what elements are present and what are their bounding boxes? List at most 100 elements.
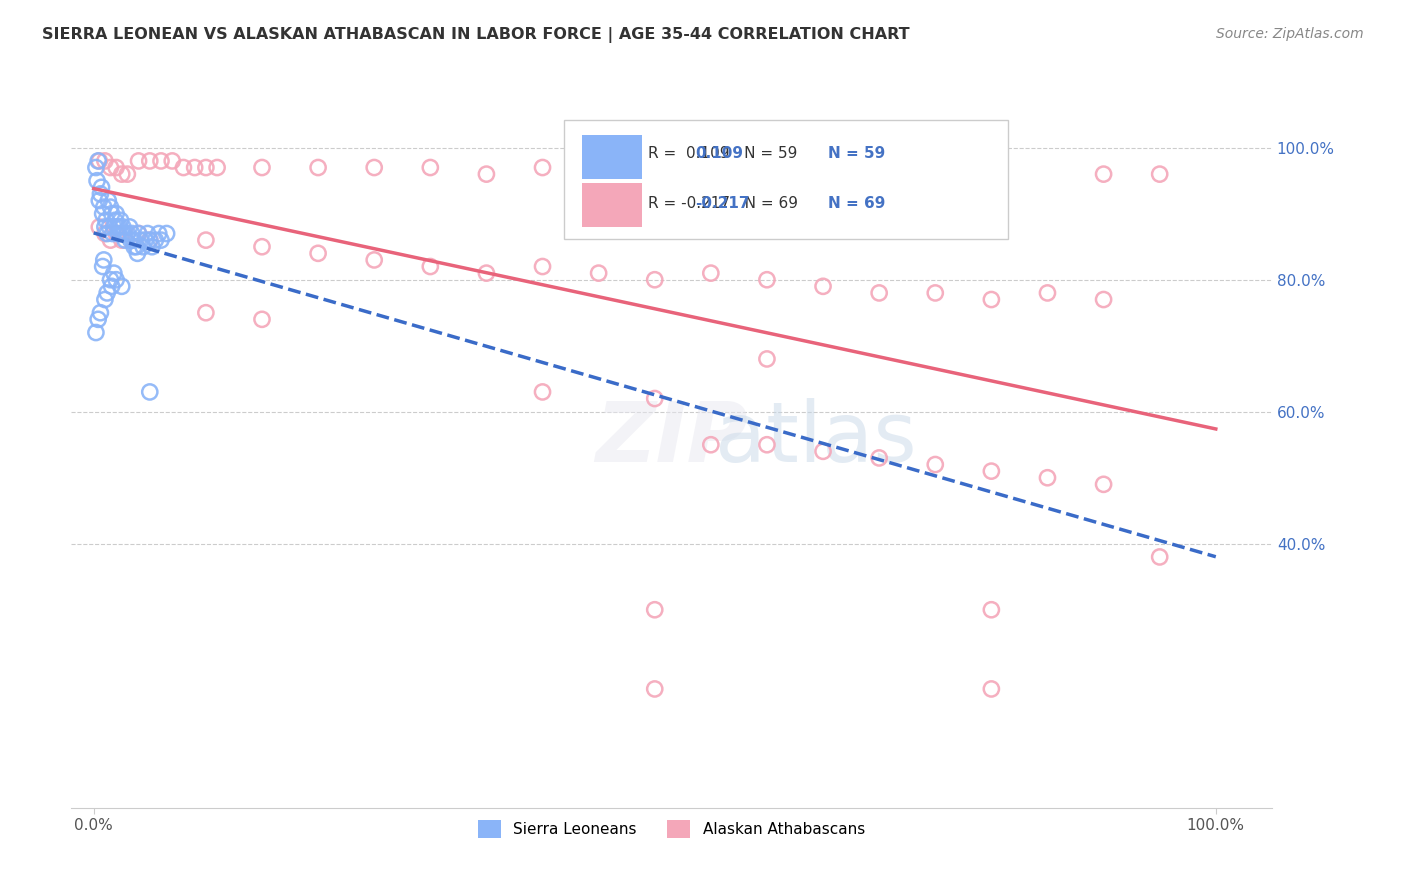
Point xyxy=(111,227,134,241)
Point xyxy=(700,438,723,452)
Point xyxy=(111,279,134,293)
Point xyxy=(1092,293,1115,307)
Point xyxy=(93,252,115,267)
Point xyxy=(94,227,117,241)
Point xyxy=(105,161,128,175)
Point xyxy=(1149,167,1171,181)
Point xyxy=(103,219,125,234)
Point xyxy=(89,306,111,320)
Point xyxy=(980,603,1002,617)
Point xyxy=(172,161,194,175)
Point xyxy=(160,153,183,168)
Point xyxy=(868,285,890,300)
Point xyxy=(811,279,834,293)
Point xyxy=(100,161,122,175)
Point xyxy=(194,306,217,320)
Point xyxy=(87,153,110,168)
Point xyxy=(89,219,111,234)
Point xyxy=(105,207,128,221)
Point xyxy=(644,207,666,221)
Point xyxy=(94,153,117,168)
Point xyxy=(97,194,120,208)
FancyBboxPatch shape xyxy=(582,135,641,179)
Point xyxy=(924,458,946,472)
Point xyxy=(139,233,162,247)
Point xyxy=(980,293,1002,307)
Point xyxy=(112,227,135,241)
Point xyxy=(103,266,125,280)
Text: R = -0.217   N = 69: R = -0.217 N = 69 xyxy=(648,195,797,211)
Point xyxy=(128,227,150,241)
Point xyxy=(755,161,778,175)
Point xyxy=(183,161,205,175)
FancyBboxPatch shape xyxy=(582,183,641,227)
Point xyxy=(129,233,152,247)
Point xyxy=(139,384,162,399)
Point xyxy=(755,273,778,287)
Point xyxy=(98,219,121,234)
Point xyxy=(122,233,145,247)
Point xyxy=(475,266,498,280)
Point xyxy=(107,227,129,241)
Point xyxy=(1092,477,1115,491)
Point xyxy=(980,464,1002,478)
Point xyxy=(90,180,112,194)
Point xyxy=(101,227,124,241)
Point xyxy=(94,213,117,227)
Point xyxy=(96,227,118,241)
Point xyxy=(141,240,163,254)
Point xyxy=(307,246,329,260)
Point xyxy=(136,227,159,241)
Point xyxy=(120,233,142,247)
Point xyxy=(84,326,107,340)
Point xyxy=(110,213,132,227)
Point xyxy=(127,246,149,260)
Legend: Sierra Leoneans, Alaskan Athabascans: Sierra Leoneans, Alaskan Athabascans xyxy=(472,814,870,845)
Point xyxy=(1036,471,1059,485)
Point xyxy=(121,227,143,241)
Text: SIERRA LEONEAN VS ALASKAN ATHABASCAN IN LABOR FORCE | AGE 35-44 CORRELATION CHAR: SIERRA LEONEAN VS ALASKAN ATHABASCAN IN … xyxy=(42,27,910,43)
Point xyxy=(105,219,128,234)
Point xyxy=(980,161,1002,175)
Point xyxy=(125,240,148,254)
Point xyxy=(307,161,329,175)
Point xyxy=(194,233,217,247)
Point xyxy=(644,273,666,287)
Point xyxy=(588,266,610,280)
Point xyxy=(114,233,136,247)
Point xyxy=(644,681,666,696)
Point xyxy=(105,273,128,287)
Point xyxy=(91,260,114,274)
FancyBboxPatch shape xyxy=(564,120,1008,238)
Point xyxy=(104,213,127,227)
Text: R =  0.109   N = 59: R = 0.109 N = 59 xyxy=(648,146,797,161)
Point xyxy=(117,227,139,241)
Point xyxy=(111,167,134,181)
Point xyxy=(868,161,890,175)
Point xyxy=(89,153,111,168)
Point xyxy=(145,233,167,247)
Point xyxy=(150,233,173,247)
Point xyxy=(100,279,122,293)
Point xyxy=(1092,167,1115,181)
Point xyxy=(644,392,666,406)
Point xyxy=(755,438,778,452)
Point xyxy=(150,153,173,168)
Point xyxy=(924,285,946,300)
Point xyxy=(105,227,128,241)
Text: Source: ZipAtlas.com: Source: ZipAtlas.com xyxy=(1216,27,1364,41)
Point xyxy=(205,161,228,175)
Text: 0.109: 0.109 xyxy=(696,146,744,161)
Point xyxy=(84,161,107,175)
Text: N = 59: N = 59 xyxy=(828,146,884,161)
Point xyxy=(250,240,273,254)
Point xyxy=(91,207,114,221)
Point xyxy=(100,233,122,247)
Point xyxy=(128,227,150,241)
Point xyxy=(868,450,890,465)
Point xyxy=(94,219,117,234)
Point xyxy=(100,207,122,221)
Text: atlas: atlas xyxy=(714,398,917,479)
Text: N = 69: N = 69 xyxy=(828,195,884,211)
Point xyxy=(111,219,134,234)
